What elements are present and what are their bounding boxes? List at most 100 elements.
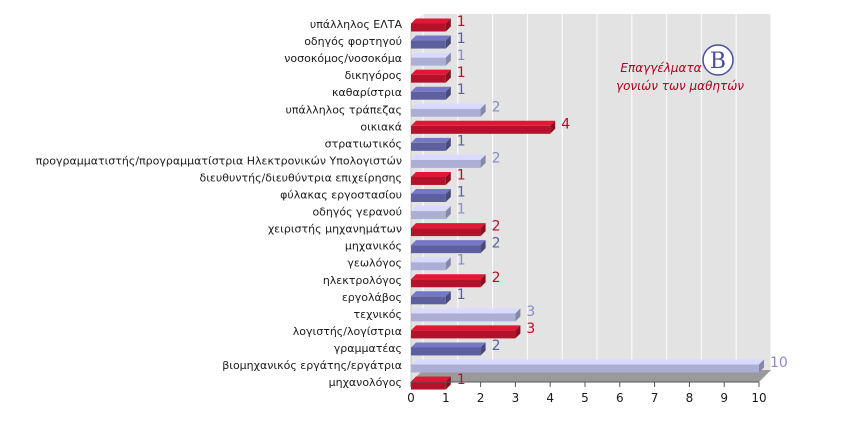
- data-label: 2: [492, 338, 501, 354]
- bar-top: [411, 120, 556, 126]
- bar-top: [411, 257, 451, 263]
- chart-title-box: Επαγγέλματα γονιών των μαθητών B: [616, 44, 744, 93]
- bar-front: [411, 40, 446, 49]
- data-label: 1: [457, 202, 466, 218]
- bar-front: [411, 279, 481, 288]
- bar-end: [445, 189, 451, 202]
- category-label: τεχνικός: [354, 308, 402, 321]
- bar: [411, 171, 451, 185]
- bar-front: [411, 159, 481, 168]
- data-label: 10: [770, 355, 788, 371]
- bar: [411, 86, 451, 100]
- category-label: γραμματέας: [334, 342, 402, 355]
- data-label: 1: [457, 185, 466, 201]
- category-label: οδηγός φορτηγού: [304, 35, 402, 48]
- data-label: 1: [457, 48, 466, 64]
- data-label: 1: [457, 167, 466, 183]
- data-label: 3: [526, 304, 535, 320]
- data-label: 2: [492, 99, 501, 115]
- category-label: μηχανολόγος: [329, 376, 402, 389]
- x-tick-label: 7: [651, 391, 659, 405]
- bar-end: [445, 52, 451, 66]
- data-label: 1: [457, 14, 466, 30]
- category-label: στρατιωτικός: [325, 137, 402, 150]
- bar-front: [411, 245, 481, 254]
- category-label: εργολάβος: [342, 291, 402, 304]
- data-label: 2: [492, 150, 501, 166]
- x-tick-label: 1: [442, 391, 450, 405]
- bar: [411, 206, 451, 220]
- bar: [411, 376, 451, 390]
- bar: [411, 257, 451, 271]
- bar-end: [445, 86, 451, 100]
- labels: υπάλληλος ΕΛΤΑ 1 οδηγός φορτηγού 1 νοσοκόμος…: [36, 14, 788, 389]
- x-tick-label: 2: [477, 391, 485, 405]
- category-label: καθαρίστρια: [332, 86, 402, 99]
- bar-end: [480, 274, 486, 288]
- x-tick-label: 8: [686, 391, 694, 405]
- bar: [411, 35, 451, 49]
- bar-top: [411, 103, 486, 109]
- bar-end: [759, 359, 764, 373]
- category-label: οδηγός γερανού: [312, 206, 402, 219]
- bar-front: [411, 347, 481, 356]
- bar-front: [411, 262, 446, 271]
- bar-front: [411, 211, 446, 220]
- bar-end: [445, 376, 451, 390]
- bar: [411, 325, 521, 339]
- x-tick-label: 4: [546, 391, 554, 405]
- bar-end: [445, 69, 451, 83]
- category-label: γεωλόγος: [347, 257, 402, 270]
- bar-front: [411, 23, 446, 32]
- bar-top: [411, 274, 486, 280]
- x-tick-label: 10: [751, 391, 766, 405]
- category-label: βιομηχανικός εργάτης/εργάτρια: [222, 359, 402, 372]
- bar: [411, 69, 451, 83]
- category-label: δικηγόρος: [345, 69, 402, 82]
- bar-end: [480, 240, 486, 254]
- bar-front: [411, 108, 481, 117]
- bar-front: [411, 74, 446, 83]
- plot-background: [411, 14, 771, 382]
- bar-top: [411, 308, 521, 314]
- bar: [411, 342, 486, 356]
- data-label: 1: [457, 253, 466, 269]
- bar: [411, 359, 764, 373]
- bar-end: [445, 291, 451, 305]
- bar: [411, 103, 486, 117]
- category-label: λογιστής/λογίστρια: [293, 325, 402, 338]
- bar-front: [411, 296, 446, 305]
- category-label: ηλεκτρολόγος: [323, 274, 402, 287]
- bar-top: [411, 18, 451, 24]
- x-tick-label: 6: [616, 391, 624, 405]
- bar: [411, 52, 451, 66]
- bars: [411, 18, 764, 390]
- bar-top: [411, 223, 486, 229]
- logo-letter: B: [710, 49, 726, 74]
- x-tick-label: 3: [512, 391, 520, 405]
- bar-front: [411, 313, 516, 322]
- bar-top: [411, 69, 451, 75]
- category-label: υπάλληλος τράπεζας: [285, 103, 402, 116]
- bar-top: [411, 52, 451, 58]
- plot-floor: [411, 370, 771, 382]
- bar-top: [411, 154, 486, 160]
- bar-top: [411, 240, 486, 246]
- bar-front: [411, 57, 446, 66]
- data-label: 1: [457, 133, 466, 149]
- category-label: μηχανικός: [345, 240, 402, 253]
- bar-top: [411, 137, 451, 143]
- x-tick-label: 0: [407, 391, 415, 405]
- category-label: νοσοκόμος/νοσοκόμα: [284, 52, 402, 65]
- category-label: υπάλληλος ΕΛΤΑ: [310, 18, 403, 31]
- bar: [411, 291, 451, 305]
- bar: [411, 189, 451, 202]
- bar-end: [445, 137, 451, 151]
- bar-top: [411, 291, 451, 297]
- bar-end: [515, 308, 521, 322]
- bar-end: [445, 171, 451, 185]
- bar: [411, 154, 486, 168]
- bar-front: [411, 125, 551, 134]
